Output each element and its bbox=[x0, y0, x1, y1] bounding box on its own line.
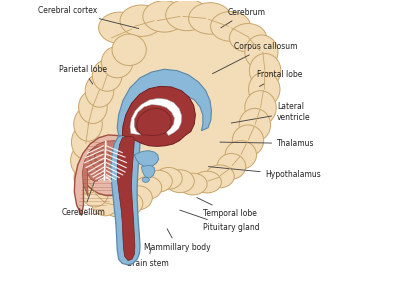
Ellipse shape bbox=[188, 3, 232, 34]
Ellipse shape bbox=[104, 193, 131, 217]
Polygon shape bbox=[130, 98, 182, 135]
Ellipse shape bbox=[250, 54, 281, 88]
Ellipse shape bbox=[112, 34, 146, 65]
Polygon shape bbox=[117, 69, 212, 138]
Ellipse shape bbox=[230, 24, 266, 52]
Polygon shape bbox=[136, 108, 172, 135]
Ellipse shape bbox=[245, 35, 278, 69]
Ellipse shape bbox=[166, 170, 194, 193]
Ellipse shape bbox=[206, 165, 234, 188]
Ellipse shape bbox=[193, 171, 222, 193]
Polygon shape bbox=[82, 141, 130, 196]
Text: Brain stem: Brain stem bbox=[127, 248, 169, 268]
Text: Frontal lobe: Frontal lobe bbox=[257, 70, 302, 86]
Ellipse shape bbox=[92, 188, 119, 216]
Ellipse shape bbox=[248, 72, 280, 106]
Ellipse shape bbox=[81, 177, 109, 207]
Text: Cerebrum: Cerebrum bbox=[221, 8, 265, 28]
Text: Lateral
ventricle: Lateral ventricle bbox=[231, 102, 311, 123]
Ellipse shape bbox=[79, 90, 107, 123]
Text: Cerebellum: Cerebellum bbox=[62, 181, 105, 217]
Ellipse shape bbox=[72, 125, 99, 159]
Ellipse shape bbox=[74, 162, 102, 193]
Polygon shape bbox=[83, 16, 267, 208]
Ellipse shape bbox=[232, 125, 264, 156]
Polygon shape bbox=[134, 151, 158, 167]
Ellipse shape bbox=[217, 154, 246, 179]
Polygon shape bbox=[117, 136, 135, 261]
Ellipse shape bbox=[124, 186, 152, 210]
Text: Mammillary body: Mammillary body bbox=[144, 229, 211, 252]
Ellipse shape bbox=[142, 177, 149, 182]
Ellipse shape bbox=[239, 108, 270, 141]
Ellipse shape bbox=[102, 46, 133, 78]
Text: Parietal lobe: Parietal lobe bbox=[59, 65, 107, 84]
Text: Corpus callosum: Corpus callosum bbox=[212, 42, 298, 74]
Polygon shape bbox=[122, 86, 196, 146]
Polygon shape bbox=[142, 166, 155, 178]
Ellipse shape bbox=[166, 0, 208, 31]
Ellipse shape bbox=[143, 1, 186, 32]
Ellipse shape bbox=[245, 91, 276, 125]
Ellipse shape bbox=[85, 74, 114, 107]
Ellipse shape bbox=[99, 12, 142, 44]
Text: Pituitary gland: Pituitary gland bbox=[180, 210, 260, 232]
Ellipse shape bbox=[178, 173, 207, 195]
Ellipse shape bbox=[134, 176, 162, 199]
Ellipse shape bbox=[74, 107, 102, 141]
Text: Temporal lobe: Temporal lobe bbox=[197, 197, 257, 218]
Ellipse shape bbox=[92, 60, 122, 91]
Ellipse shape bbox=[210, 11, 250, 41]
Ellipse shape bbox=[71, 144, 98, 177]
Text: Cerebral cortex: Cerebral cortex bbox=[38, 6, 139, 29]
Ellipse shape bbox=[225, 141, 256, 169]
Polygon shape bbox=[111, 135, 140, 265]
Text: Hypothalamus: Hypothalamus bbox=[208, 167, 322, 179]
Ellipse shape bbox=[145, 170, 172, 192]
Ellipse shape bbox=[116, 192, 143, 215]
Text: Thalamus: Thalamus bbox=[220, 139, 315, 148]
Ellipse shape bbox=[155, 168, 182, 189]
Polygon shape bbox=[74, 135, 135, 216]
Ellipse shape bbox=[120, 5, 163, 36]
